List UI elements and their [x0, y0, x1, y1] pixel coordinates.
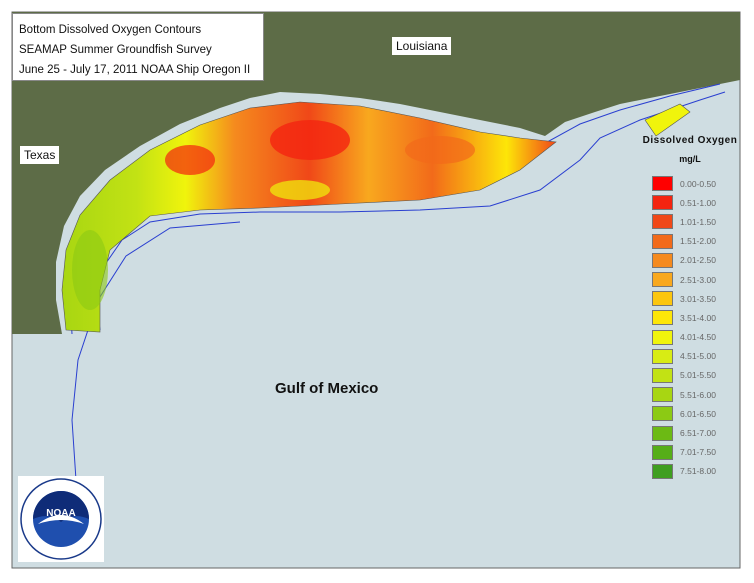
legend-item: 6.01-6.50: [652, 404, 742, 423]
legend-label: 5.01-5.50: [680, 370, 716, 381]
legend-title: Dissolved Oxygen: [642, 135, 738, 146]
legend-item: 2.51-3.00: [652, 270, 742, 289]
legend-swatch: [652, 291, 673, 307]
legend-label: 6.51-7.00: [680, 428, 716, 439]
legend-item: 4.01-4.50: [652, 328, 742, 347]
low-oxygen-patch: [270, 120, 350, 160]
legend-swatch: [652, 406, 673, 422]
svg-text:NOAA: NOAA: [46, 508, 75, 519]
legend-swatch: [652, 272, 673, 288]
high-oxygen-patch: [72, 230, 108, 310]
hypoxia-zone-east: [644, 103, 691, 137]
legend-swatch: [652, 176, 673, 192]
legend-item: 4.51-5.00: [652, 347, 742, 366]
legend-label: 3.51-4.00: [680, 312, 716, 323]
legend-unit: mg/L: [679, 154, 701, 164]
map-dates: June 25 - July 17, 2011 NOAA Ship Oregon…: [19, 64, 251, 76]
legend-swatch: [652, 252, 673, 268]
legend-swatch: [652, 367, 673, 383]
legend-label: 5.51-6.00: [680, 389, 716, 400]
map-title-box: Bottom Dissolved Oxygen Contours SEAMAP …: [12, 13, 264, 81]
legend-swatch: [652, 463, 673, 479]
legend-label: 1.01-1.50: [680, 216, 716, 227]
legend-label: 3.01-3.50: [680, 293, 716, 304]
legend-label: 0.51-1.00: [680, 197, 716, 208]
legend-label: 6.01-6.50: [680, 408, 716, 419]
legend-item: 7.51-8.00: [652, 462, 742, 481]
label-texas: Texas: [20, 146, 60, 164]
legend-item: 2.01-2.50: [652, 251, 742, 270]
map-title: Bottom Dissolved Oxygen Contours: [19, 24, 202, 36]
legend-item: 1.51-2.00: [652, 232, 742, 251]
noaa-logo: NOAA: [18, 476, 104, 562]
legend-item: 0.51-1.00: [652, 193, 742, 212]
legend-item: 1.01-1.50: [652, 212, 742, 231]
legend-swatch: [652, 214, 673, 230]
low-oxygen-patch: [165, 145, 215, 175]
legend-label: 4.51-5.00: [680, 351, 716, 362]
legend-item: 3.51-4.00: [652, 308, 742, 327]
label-louisiana: Louisiana: [392, 37, 452, 55]
legend-label: 7.01-7.50: [680, 447, 716, 458]
label-gulf-of-mexico: Gulf of Mexico: [275, 380, 379, 397]
legend-label: 2.51-3.00: [680, 274, 716, 285]
legend-item: 5.01-5.50: [652, 366, 742, 385]
legend-item: 3.01-3.50: [652, 289, 742, 308]
legend-label: 4.01-4.50: [680, 332, 716, 343]
legend-swatch: [652, 348, 673, 364]
legend-item: 5.51-6.00: [652, 385, 742, 404]
legend-swatch: [652, 387, 673, 403]
legend-swatch: [652, 329, 673, 345]
legend-item: 0.00-0.50: [652, 174, 742, 193]
legend: Dissolved Oxygen mg/L 0.00-0.50 0.51-1.00…: [638, 135, 742, 481]
legend-item: 7.01-7.50: [652, 443, 742, 462]
legend-item: 6.51-7.00: [652, 423, 742, 442]
moderate-oxygen-patch: [270, 180, 330, 200]
land-area: [12, 12, 740, 334]
legend-swatch: [652, 195, 673, 211]
legend-swatch: [652, 310, 673, 326]
legend-swatch: [652, 444, 673, 460]
legend-label: 2.01-2.50: [680, 255, 716, 266]
low-oxygen-patch: [405, 136, 475, 164]
legend-swatch: [652, 425, 673, 441]
isobath-line-deep: [95, 91, 726, 331]
legend-swatch: [652, 233, 673, 249]
map-subtitle: SEAMAP Summer Groundfish Survey: [19, 44, 212, 56]
legend-label: 0.00-0.50: [680, 178, 716, 189]
legend-label: 7.51-8.00: [680, 466, 716, 477]
legend-label: 1.51-2.00: [680, 236, 716, 247]
